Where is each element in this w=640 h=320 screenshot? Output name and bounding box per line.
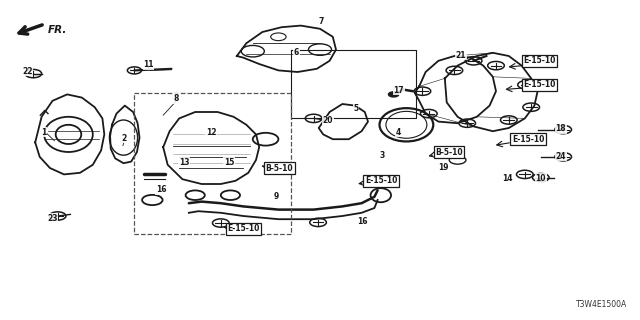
Text: 16: 16: [358, 217, 368, 226]
Text: 9: 9: [274, 192, 279, 201]
Text: 23: 23: [47, 214, 58, 223]
Text: 8: 8: [173, 94, 179, 103]
Text: 1: 1: [41, 128, 46, 137]
Text: 10: 10: [536, 174, 546, 183]
Text: 21: 21: [456, 51, 466, 60]
Text: B-5-10: B-5-10: [435, 148, 463, 156]
Text: E-15-10: E-15-10: [365, 176, 397, 185]
Text: 6: 6: [294, 48, 299, 57]
Text: 20: 20: [323, 116, 333, 125]
Text: 15: 15: [224, 158, 234, 167]
Text: 16: 16: [156, 185, 166, 194]
Text: 13: 13: [179, 158, 189, 167]
Text: 7: 7: [319, 17, 324, 26]
Text: T3W4E1500A: T3W4E1500A: [576, 300, 627, 309]
Text: 2: 2: [121, 134, 126, 143]
Circle shape: [388, 92, 399, 97]
Text: 22: 22: [22, 67, 33, 76]
Text: 14: 14: [502, 174, 513, 183]
Text: E-15-10: E-15-10: [524, 80, 556, 89]
Text: 11: 11: [143, 60, 154, 69]
Text: E-15-10: E-15-10: [227, 224, 260, 233]
Text: E-15-10: E-15-10: [512, 135, 545, 144]
Text: 3: 3: [380, 151, 385, 160]
Text: E-15-10: E-15-10: [524, 56, 556, 65]
Text: FR.: FR.: [48, 25, 67, 36]
Text: 18: 18: [556, 124, 566, 133]
Text: 4: 4: [396, 128, 401, 137]
Text: B-5-10: B-5-10: [266, 164, 293, 172]
Text: 17: 17: [394, 86, 404, 95]
Text: 19: 19: [438, 163, 449, 172]
Text: 12: 12: [206, 128, 216, 137]
Text: 5: 5: [353, 104, 358, 113]
Text: 24: 24: [556, 152, 566, 161]
